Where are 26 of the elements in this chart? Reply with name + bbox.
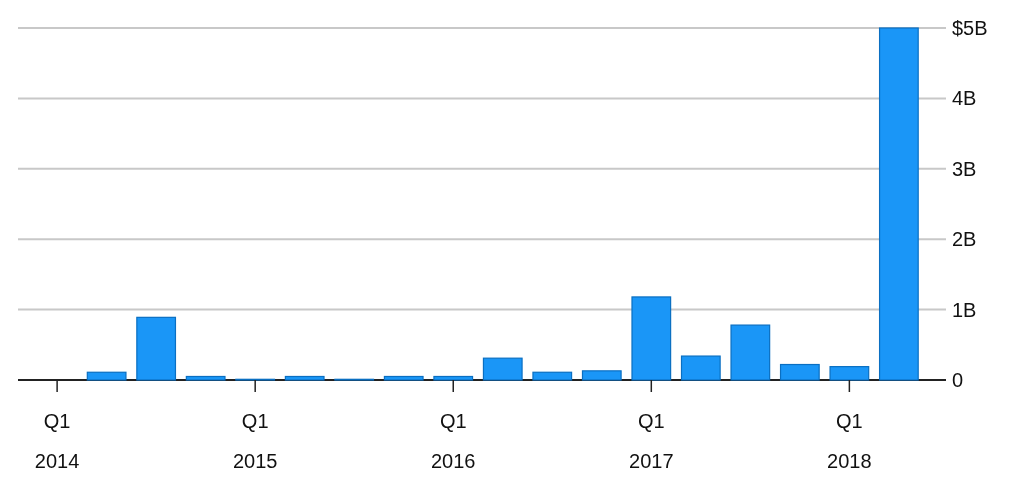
bar (532, 371, 573, 381)
y-tick-label: 2B (952, 228, 977, 251)
bar (284, 375, 325, 381)
bar (878, 27, 919, 381)
y-tick-label: $5B (952, 17, 988, 39)
bar (631, 296, 672, 381)
bar (136, 316, 177, 381)
bar (185, 375, 226, 381)
bar (680, 355, 721, 381)
y-tick-label: 3B (952, 157, 977, 180)
bar (433, 375, 474, 381)
bar (383, 375, 424, 381)
bar (86, 371, 127, 381)
y-tick-label: 0 (952, 369, 964, 391)
x-tick-label: Q1 2015 (232, 410, 278, 472)
bar (829, 366, 870, 381)
y-tick-label: 4B (952, 87, 977, 110)
x-tick-label: Q1 2016 (430, 410, 476, 472)
y-tick-label: 1B (952, 298, 977, 321)
bar (482, 357, 523, 381)
x-tick-label: Q1 2018 (827, 410, 872, 472)
x-tick-label: Q1 2014 (34, 410, 80, 472)
bar (581, 370, 622, 381)
bar (779, 363, 820, 381)
x-tick-label: Q1 2017 (629, 410, 674, 472)
bar (730, 324, 771, 381)
